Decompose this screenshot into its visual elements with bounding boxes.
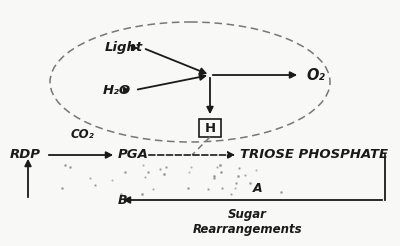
Text: RDP: RDP	[10, 149, 41, 162]
Text: Light: Light	[105, 42, 143, 55]
Text: CO₂: CO₂	[70, 128, 94, 141]
Text: Sugar
Rearrangements: Sugar Rearrangements	[193, 208, 302, 236]
FancyBboxPatch shape	[199, 119, 221, 137]
Text: PGA: PGA	[118, 149, 149, 162]
Text: B: B	[118, 194, 128, 206]
Text: H₂O: H₂O	[103, 83, 131, 96]
Text: H: H	[204, 122, 216, 135]
Text: A: A	[253, 182, 262, 195]
Text: O₂: O₂	[306, 67, 325, 82]
Text: TRIOSE PHOSPHATE: TRIOSE PHOSPHATE	[240, 149, 388, 162]
